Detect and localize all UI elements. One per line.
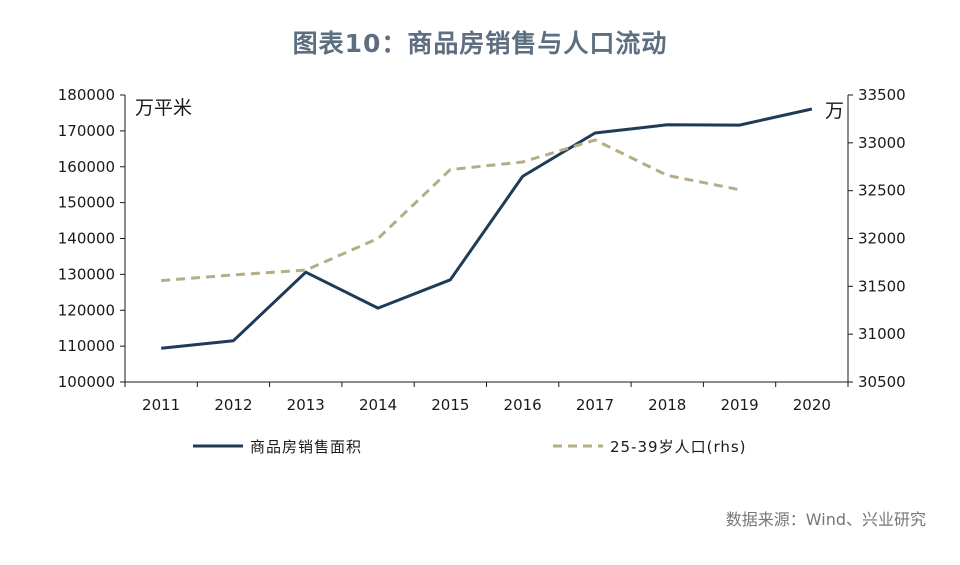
right-tick-label: 31500 (858, 277, 906, 295)
left-tick-label: 100000 (58, 373, 115, 391)
left-tick-label: 180000 (58, 86, 115, 104)
right-tick-label: 33500 (858, 86, 906, 104)
x-tick-label: 2020 (793, 396, 831, 414)
x-tick-label: 2017 (576, 396, 614, 414)
left-tick-label: 110000 (58, 337, 115, 355)
x-tick-label: 2013 (287, 396, 325, 414)
chart-title: 图表10：商品房销售与人口流动 (292, 29, 668, 58)
sales-area-line (161, 107, 813, 350)
x-tick-label: 2012 (214, 396, 252, 414)
left-tick-label: 140000 (58, 230, 115, 248)
left-tick-label: 150000 (58, 194, 115, 212)
source-note: 数据来源：Wind、兴业研究 (725, 510, 926, 529)
x-tick-label: 2014 (359, 396, 397, 414)
right-tick-label: 32000 (858, 230, 906, 248)
population-line (161, 138, 740, 283)
legend-label: 商品房销售面积 (250, 438, 362, 456)
right-tick-label: 32500 (858, 182, 906, 200)
right-tick-label: 30500 (858, 373, 906, 391)
x-tick-label: 2015 (431, 396, 469, 414)
x-tick-label: 2019 (720, 396, 758, 414)
x-tick-label: 2011 (142, 396, 180, 414)
left-tick-label: 120000 (58, 301, 115, 319)
right-axis-unit: 万 (825, 100, 844, 122)
right-tick-label: 33000 (858, 134, 906, 152)
left-tick-label: 170000 (58, 122, 115, 140)
right-tick-label: 31000 (858, 325, 906, 343)
x-tick-label: 2016 (504, 396, 542, 414)
x-tick-label: 2018 (648, 396, 686, 414)
left-tick-label: 160000 (58, 158, 115, 176)
left-axis-unit: 万平米 (135, 97, 192, 119)
legend-label: 25-39岁人口(rhs) (610, 438, 747, 456)
left-tick-label: 130000 (58, 265, 115, 283)
